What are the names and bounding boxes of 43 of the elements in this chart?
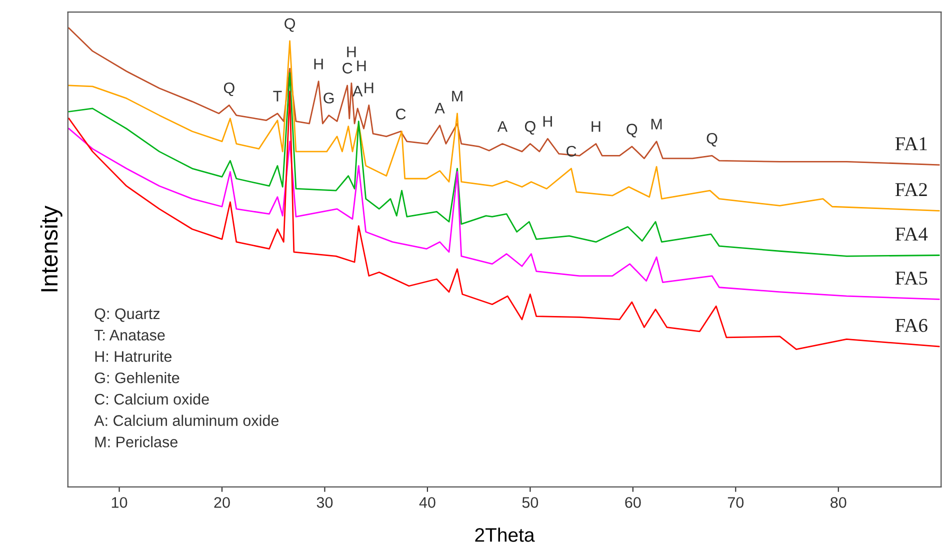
annotation: A: Calcium aluminum oxide bbox=[94, 414, 279, 426]
x-tick-label: 80 bbox=[830, 497, 846, 508]
annotation: C: Calcium oxide bbox=[94, 393, 209, 405]
annotation: Q bbox=[626, 124, 638, 138]
annotation: Q: Quartz bbox=[94, 308, 160, 322]
x-tick-label: 10 bbox=[112, 497, 128, 508]
annotation: A bbox=[352, 86, 363, 96]
annotation: H bbox=[314, 58, 323, 70]
x-tick-label: 70 bbox=[728, 497, 744, 508]
annotation: T bbox=[273, 90, 282, 102]
annotation: H bbox=[357, 60, 366, 72]
annotation: Q bbox=[706, 132, 718, 147]
annotation: G bbox=[324, 92, 334, 104]
annotation: M bbox=[651, 118, 662, 130]
annotation: M: Periclase bbox=[95, 436, 178, 448]
annotation: C bbox=[396, 108, 406, 120]
annotation: M bbox=[452, 90, 462, 102]
x-tick-label: 20 bbox=[214, 497, 230, 508]
annotation: Q bbox=[224, 82, 234, 96]
annotation: H: Hatrurite bbox=[95, 350, 172, 362]
annotation: C bbox=[342, 62, 352, 74]
x-tick-label: 60 bbox=[625, 497, 641, 508]
series-label: FA6 bbox=[895, 318, 928, 332]
series-label: FA1 bbox=[895, 137, 927, 150]
x-tick-label: 40 bbox=[419, 497, 436, 508]
annotation: H bbox=[592, 121, 600, 132]
annotation: H bbox=[347, 46, 356, 58]
x-tick-label: 50 bbox=[522, 497, 538, 508]
annotation: A bbox=[497, 121, 508, 132]
x-tick-label: 30 bbox=[316, 497, 333, 508]
series-label: FA5 bbox=[895, 272, 928, 285]
annotation: Q bbox=[524, 121, 536, 135]
x-axis-title: 2Theta bbox=[475, 528, 535, 542]
series-label: FA2 bbox=[895, 183, 927, 196]
annotation: G: Gehlenite bbox=[94, 372, 180, 384]
annotation: T: Anatase bbox=[94, 330, 165, 341]
annotation: H bbox=[364, 82, 374, 94]
y-axis-title: Intensity bbox=[40, 206, 62, 292]
annotation: C bbox=[566, 146, 576, 157]
annotation: A bbox=[434, 102, 445, 114]
annotation: H bbox=[543, 116, 552, 127]
series-label: FA4 bbox=[895, 228, 928, 240]
annotation: Q bbox=[284, 18, 296, 32]
